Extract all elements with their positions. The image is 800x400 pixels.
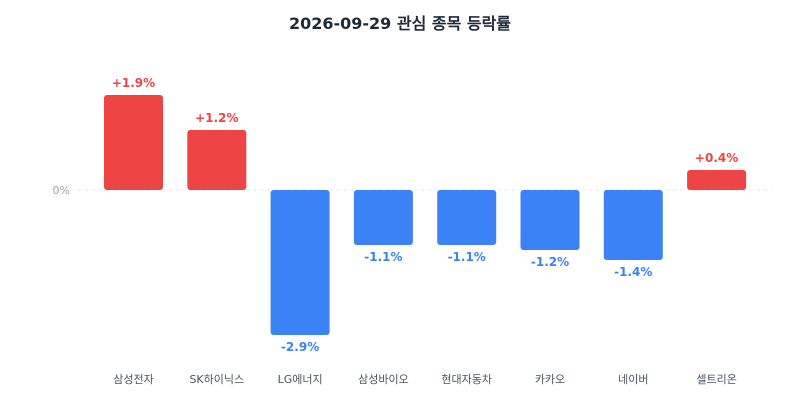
bars-group: +1.9% 삼성전자 +1.2% SK하이닉스 -2.9% LG에너지 -1.1% 삼성바이오… xyxy=(104,76,747,386)
bar xyxy=(437,190,497,245)
category-label: 삼성전자 xyxy=(113,373,153,386)
bar-value-label: -1.4% xyxy=(614,265,652,279)
chart-title: 2026-09-29 관심 종목 등락률 xyxy=(288,14,512,33)
category-label: LG에너지 xyxy=(278,373,323,386)
bar-value-label: -1.1% xyxy=(364,250,402,264)
bar-value-label: +0.4% xyxy=(695,151,738,165)
bar-value-label: +1.9% xyxy=(112,76,155,90)
bar xyxy=(104,95,163,190)
bar xyxy=(603,190,663,260)
bar-value-label: -1.2% xyxy=(531,255,569,269)
bar xyxy=(687,170,747,190)
category-label: 삼성바이오 xyxy=(358,373,409,386)
bar-value-label: +1.2% xyxy=(195,111,238,125)
category-label: 카카오 xyxy=(535,373,565,386)
category-label: 셀트리온 xyxy=(696,373,736,386)
category-label: 네이버 xyxy=(618,373,648,386)
category-label: SK하이닉스 xyxy=(189,372,244,386)
bar xyxy=(187,130,247,190)
bar xyxy=(270,190,330,335)
bar-value-label: -2.9% xyxy=(281,340,319,354)
bar xyxy=(520,190,580,250)
category-label: 현대자동차 xyxy=(441,373,492,386)
zero-tick-label: 0% xyxy=(53,184,70,197)
bar-value-label: -1.1% xyxy=(448,250,486,264)
bar xyxy=(353,190,413,245)
